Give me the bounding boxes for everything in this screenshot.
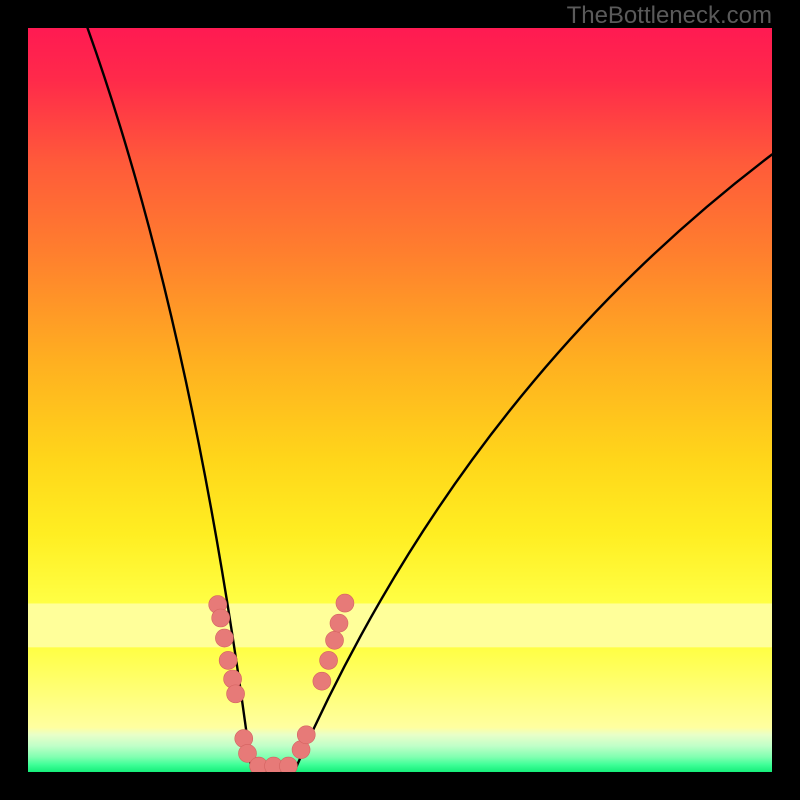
data-marker <box>212 609 230 627</box>
plot-svg <box>28 28 772 772</box>
data-marker <box>330 614 348 632</box>
data-marker <box>279 757 297 772</box>
data-marker <box>227 685 245 703</box>
data-marker <box>215 629 233 647</box>
plot-area <box>28 28 772 772</box>
data-marker <box>320 651 338 669</box>
data-marker <box>336 594 354 612</box>
data-marker <box>219 651 237 669</box>
data-marker <box>326 631 344 649</box>
watermark-text: TheBottleneck.com <box>567 2 772 30</box>
gradient-background <box>28 28 772 772</box>
data-marker <box>297 726 315 744</box>
data-marker <box>313 672 331 690</box>
